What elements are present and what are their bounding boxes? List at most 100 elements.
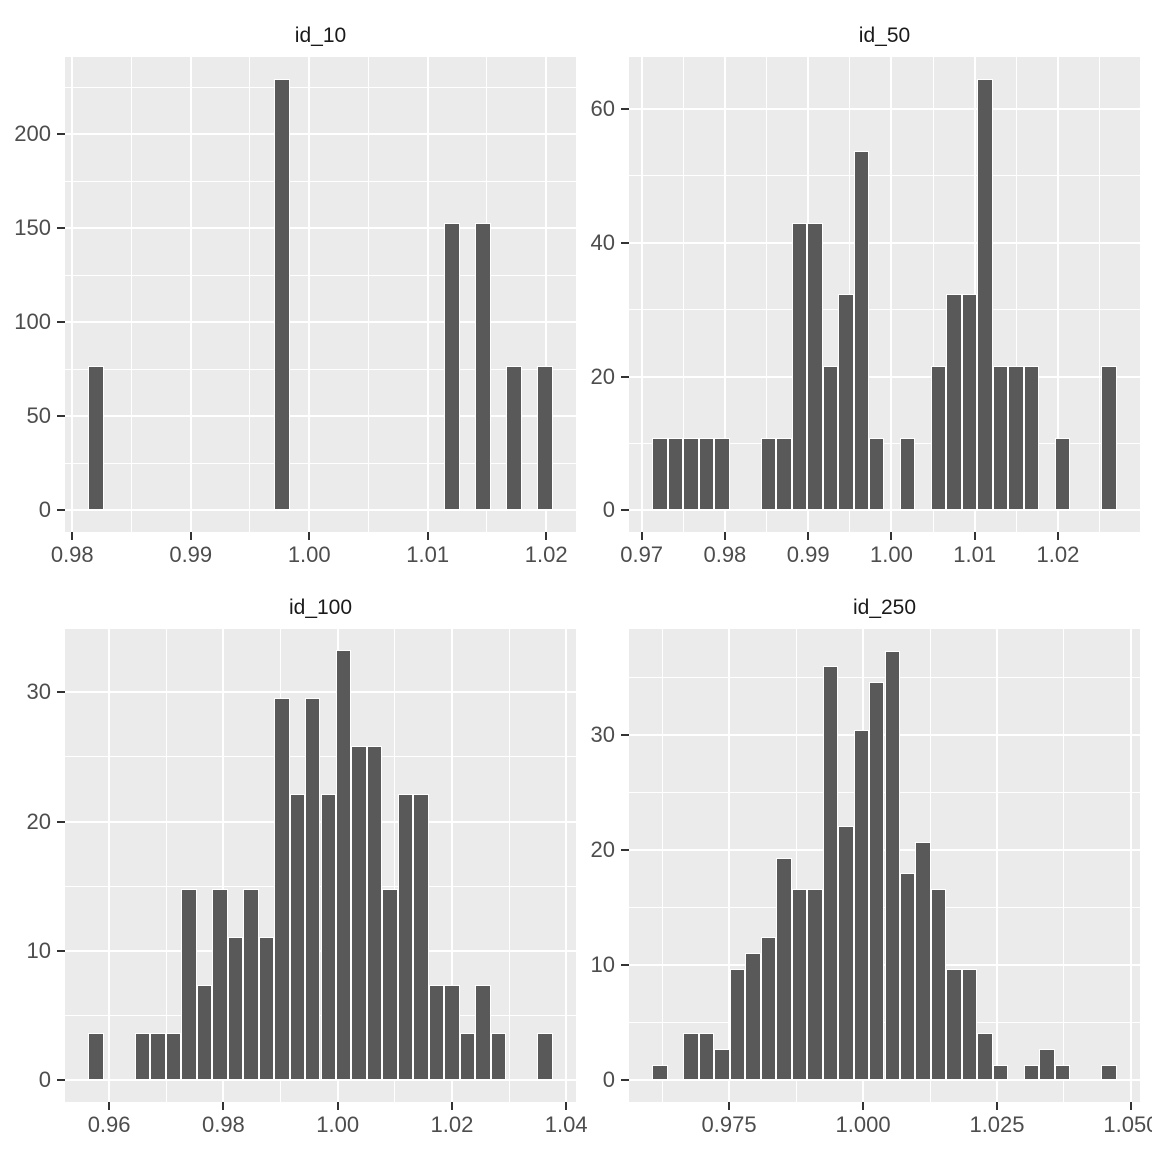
y-tick-label: 20 bbox=[26, 808, 51, 834]
x-tick-label: 1.02 bbox=[1036, 542, 1080, 567]
gridline-minor-horizontal bbox=[65, 368, 576, 370]
x-tick-mark bbox=[308, 532, 311, 540]
facet-strip-id-10: id_10 bbox=[65, 14, 576, 57]
y-tick-label: 10 bbox=[26, 938, 51, 963]
x-tick-label: 0.96 bbox=[87, 1112, 131, 1137]
gridline-major-horizontal bbox=[629, 509, 1140, 512]
gridline-major-vertical bbox=[890, 57, 893, 532]
gridline-minor-vertical bbox=[795, 629, 797, 1102]
gridline-major-horizontal bbox=[65, 415, 576, 418]
gridline-minor-vertical bbox=[1015, 57, 1017, 532]
gridline-major-vertical bbox=[640, 57, 643, 532]
gridline-major-vertical bbox=[426, 57, 429, 532]
x-tick-mark bbox=[222, 1102, 225, 1110]
y-tick-mark bbox=[57, 415, 65, 418]
histogram-bar bbox=[698, 1032, 715, 1081]
gridline-minor-vertical bbox=[661, 629, 663, 1102]
histogram-bar bbox=[1039, 1048, 1055, 1081]
y-tick-mark bbox=[621, 509, 629, 512]
histogram-bar bbox=[413, 793, 429, 1081]
y-tick-label: 20 bbox=[590, 837, 615, 863]
x-tick-label: 1.04 bbox=[544, 1112, 588, 1137]
histogram-bar bbox=[776, 857, 792, 1081]
gridline-major-horizontal bbox=[65, 1079, 576, 1082]
histogram-bar bbox=[305, 698, 321, 1081]
y-tick-mark bbox=[621, 964, 629, 967]
y-tick-mark bbox=[621, 375, 629, 378]
histogram-bar bbox=[992, 366, 1009, 511]
y-tick-label: 50 bbox=[26, 403, 51, 429]
histogram-bar bbox=[822, 666, 839, 1081]
histogram-bar bbox=[714, 438, 730, 511]
y-tick-label: 30 bbox=[26, 679, 51, 705]
x-tick-mark bbox=[640, 532, 643, 540]
gridline-major-vertical bbox=[728, 629, 731, 1102]
x-tick-mark bbox=[1129, 1102, 1132, 1110]
x-tick-label: 1.00 bbox=[316, 1112, 360, 1137]
x-tick-mark bbox=[973, 532, 976, 540]
y-tick-mark bbox=[57, 820, 65, 823]
x-tick-label: 0.98 bbox=[201, 1112, 245, 1137]
gridline-minor-vertical bbox=[1063, 629, 1065, 1102]
x-tick-label: 0.98 bbox=[50, 542, 94, 567]
histogram-bar bbox=[930, 889, 947, 1081]
histogram-bar bbox=[698, 438, 715, 511]
histogram-bar bbox=[807, 222, 823, 511]
histogram-bar bbox=[652, 1064, 668, 1081]
histogram-bar bbox=[869, 438, 885, 511]
y-tick-mark bbox=[57, 509, 65, 512]
gridline-major-horizontal bbox=[65, 509, 576, 512]
histogram-bar bbox=[444, 222, 460, 511]
x-tick-mark bbox=[189, 532, 192, 540]
histogram-bar bbox=[428, 984, 445, 1081]
histogram-bar bbox=[150, 1032, 166, 1081]
histogram-bar bbox=[258, 937, 275, 1081]
x-tick-label: 0.975 bbox=[701, 1112, 757, 1137]
histogram-bar bbox=[351, 746, 367, 1081]
histogram-bar bbox=[88, 366, 104, 511]
histogram-bar bbox=[196, 984, 213, 1081]
histogram-bar bbox=[977, 78, 993, 511]
x-tick-label: 0.97 bbox=[620, 542, 664, 567]
y-tick-mark bbox=[57, 321, 65, 324]
gridline-minor-horizontal bbox=[629, 309, 1140, 311]
x-tick-mark bbox=[426, 532, 429, 540]
histogram-bar bbox=[946, 294, 962, 511]
x-tick-label: 1.025 bbox=[969, 1112, 1025, 1137]
histogram-bar bbox=[915, 841, 931, 1081]
x-tick-mark bbox=[807, 532, 810, 540]
y-tick-mark bbox=[57, 133, 65, 136]
x-tick-mark bbox=[1056, 532, 1059, 540]
histogram-bar bbox=[444, 984, 460, 1081]
x-tick-mark bbox=[545, 532, 548, 540]
histogram-bar bbox=[506, 366, 522, 511]
gridline-minor-vertical bbox=[682, 57, 684, 532]
histogram-bar bbox=[667, 438, 684, 511]
facet-strip-id-100: id_100 bbox=[65, 586, 576, 629]
gridline-major-vertical bbox=[71, 57, 74, 532]
y-tick-label: 0 bbox=[38, 1067, 51, 1093]
gridline-minor-vertical bbox=[131, 57, 132, 532]
x-tick-mark bbox=[728, 1102, 731, 1110]
gridline-major-vertical bbox=[565, 629, 568, 1102]
histogram-bar bbox=[853, 730, 869, 1081]
histogram-bar bbox=[791, 222, 808, 511]
y-tick-label: 0 bbox=[602, 1067, 615, 1093]
gridline-minor-vertical bbox=[165, 629, 167, 1102]
histogram-bar bbox=[382, 889, 398, 1081]
gridline-major-horizontal bbox=[629, 375, 1140, 378]
histogram-bar bbox=[475, 222, 491, 511]
gridline-major-horizontal bbox=[629, 241, 1140, 244]
histogram-bar bbox=[227, 937, 244, 1081]
y-tick-mark bbox=[621, 241, 629, 244]
gridline-major-vertical bbox=[1056, 57, 1059, 532]
facet-strip-label: id_100 bbox=[288, 595, 353, 619]
histogram-bar bbox=[822, 366, 839, 511]
gridline-major-vertical bbox=[723, 57, 726, 532]
histogram-bar bbox=[134, 1032, 151, 1081]
y-tick-mark bbox=[57, 950, 65, 952]
x-tick-mark bbox=[336, 1102, 339, 1110]
gridline-minor-vertical bbox=[367, 57, 369, 532]
histogram-bar bbox=[1054, 438, 1071, 511]
histogram-bar bbox=[397, 793, 414, 1081]
